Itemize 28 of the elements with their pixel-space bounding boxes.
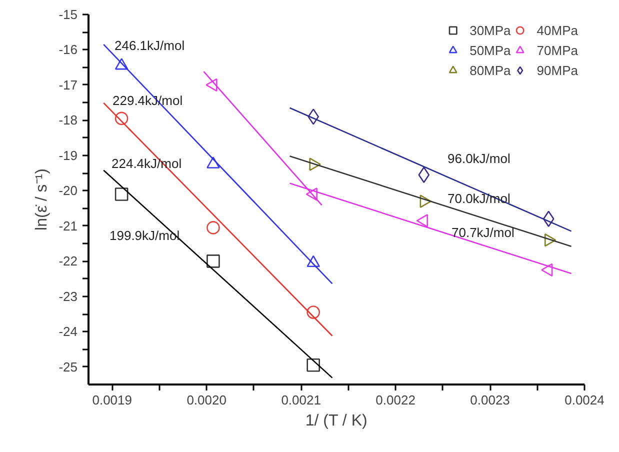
annotation: 246.1kJ/mol (114, 38, 185, 53)
y-tick-label: -17 (58, 77, 78, 92)
y-tick-label: -15 (58, 7, 78, 22)
x-axis-title: 1/ (T / K) (305, 412, 368, 430)
legend-label: 90MPa (536, 62, 578, 78)
y-tick-label: -25 (58, 359, 78, 374)
y-tick-label: -16 (58, 42, 78, 58)
x-tick-label: 0.0019 (92, 392, 132, 408)
x-tick-label: 0.0021 (281, 392, 321, 408)
y-tick-label: -24 (58, 324, 78, 340)
annotation: 70.7kJ/mol (452, 225, 514, 240)
y-axis-title: ln(ε̇ / s⁻¹) (34, 168, 51, 230)
x-tick-label: 0.0020 (186, 392, 226, 408)
legend-label: 70MPa (536, 42, 578, 58)
legend-label: 80MPa (470, 62, 511, 78)
y-tick-label: -19 (58, 148, 78, 163)
y-tick-label: -23 (58, 288, 78, 304)
legend-label: 30MPa (470, 22, 511, 38)
y-tick-label: -21 (58, 218, 78, 234)
y-tick-label: -20 (58, 183, 78, 198)
x-tick-label: 0.0022 (376, 392, 416, 408)
legend-label: 50MPa (470, 42, 511, 58)
annotation: 96.0kJ/mol (448, 151, 510, 166)
legend-label: 40MPa (536, 22, 578, 38)
x-tick-label: 0.0023 (470, 392, 510, 408)
y-tick-label: -22 (58, 254, 78, 269)
y-tick-label: -18 (58, 112, 78, 128)
x-tick-label: 0.0024 (564, 392, 604, 408)
